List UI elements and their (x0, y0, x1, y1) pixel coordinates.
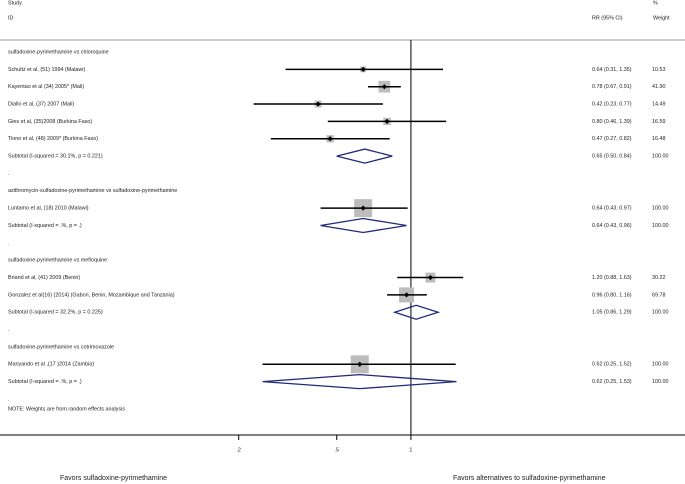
ci-label: 0.47 (0.27, 0.82) (592, 136, 632, 142)
ci-label: 1.20 (0.88, 1.63) (592, 275, 632, 281)
row-label: Manyando et al ,(17 )2014 (Zambia) (8, 362, 94, 368)
row-label: Luntamo et al, (18) 2010 (Malawi) (8, 206, 89, 212)
right-label: Favors alternatives to sulfadoxine-pyrim… (453, 475, 606, 482)
weight-label: 100.00 (652, 206, 669, 212)
ci-label: 0.65 (0.50, 0.84) (592, 154, 632, 160)
weight-label: 100.00 (652, 310, 669, 316)
subtotal-diamond (262, 373, 457, 390)
left-label: Favors sulfadoxine-pyrimethamine (60, 475, 167, 482)
ci-label: 0.96 (0.80, 1.16) (592, 292, 632, 298)
point-estimate (315, 101, 321, 107)
point-estimate (360, 66, 366, 72)
group-header: sulfadoxine-pyrimethamine vs mefloquine (8, 258, 107, 264)
weight-label: 100.00 (652, 154, 669, 160)
ci-label: 0.64 (0.43, 0.96) (592, 223, 632, 229)
group-header: sulfadoxine-pyrimethamine vs chloroquine (8, 49, 109, 55)
spacer-dot: . (8, 240, 10, 246)
weight-label: 69.78 (652, 292, 666, 298)
point-estimate (381, 84, 387, 90)
row-label: Subtotal (I-squared = .%, p = .) (8, 223, 82, 229)
group-header: azithromycin-sulfadoxine-pyrimethamine v… (8, 188, 177, 194)
point-estimate (357, 361, 363, 367)
weight-label: 14.49 (652, 101, 666, 107)
header-ci: RR (95% CI) (592, 15, 623, 21)
row-label: Subtotal (I-squared = 32.2%, p = 0.225) (8, 310, 103, 316)
ci-label: 1.05 (0.86, 1.29) (592, 310, 632, 316)
row-label: Briand et al, (41) 2009 (Benin) (8, 275, 80, 281)
weight-label: 30.22 (652, 275, 666, 281)
weight-label: 41.90 (652, 84, 666, 90)
ci-label: 0.62 (0.25, 1.52) (592, 362, 632, 368)
row-label: Kayentao et al (34) 2005* (Mali) (8, 84, 84, 90)
weight-label: 100.00 (652, 362, 669, 368)
header-pct: % (653, 0, 658, 6)
point-estimate (384, 118, 390, 124)
row-label: Subtotal (I-squared = 30.1%, p = 0.221) (8, 154, 103, 160)
weight-label: 10.53 (652, 67, 666, 73)
x-tick-label: .5 (334, 447, 339, 453)
ci-label: 0.64 (0.31, 1.35) (592, 67, 632, 73)
header-study: Study (8, 0, 22, 6)
spacer-dot: . (8, 396, 10, 402)
subtotal-diamond (320, 217, 407, 234)
subtotal-diamond (392, 304, 441, 320)
weight-label: 16.59 (652, 119, 666, 125)
row-label: Gonzalez et al(16) (2014) (Gabon, Benin,… (8, 292, 175, 298)
row-label: Schultz et al, (51) 1994 (Malawi) (8, 67, 86, 73)
subtotal-diamond (336, 148, 393, 164)
header-weight: Weight (653, 15, 670, 21)
point-estimate (403, 292, 410, 298)
weight-label: 16.48 (652, 136, 666, 142)
row-label: Diallo et al, (37) 2007 (Mali) (8, 101, 74, 107)
group-header: sulfadoxine-pyrimethamine vs cotrimoxazo… (8, 344, 114, 350)
row-label: Subtotal (I-squared = .%, p = .) (8, 379, 82, 385)
point-estimate (360, 205, 366, 211)
header-id: ID (8, 15, 13, 21)
ci-label: 0.80 (0.46, 1.39) (592, 119, 632, 125)
note: NOTE: Weights are from random effects an… (8, 406, 125, 412)
weight-label: 100.00 (652, 223, 669, 229)
weight-label: 100.00 (652, 379, 669, 385)
ci-label: 0.64 (0.43, 0.97) (592, 206, 632, 212)
point-estimate (427, 274, 434, 281)
ci-label: 0.78 (0.67, 0.91) (592, 84, 632, 90)
row-label: Gies et al, (35)2008 (Burkina Faso) (8, 119, 92, 125)
ci-label: 0.42 (0.23, 0.77) (592, 101, 632, 107)
spacer-dot: . (8, 327, 10, 333)
x-tick-label: 1 (409, 447, 412, 453)
ci-label: 0.62 (0.25, 1.53) (592, 379, 632, 385)
point-estimate (327, 136, 333, 142)
spacer-dot: . (8, 171, 10, 177)
x-tick-label: .2 (236, 447, 241, 453)
row-label: Tiono et al, (48) 2009* (Burkina Faso) (8, 136, 98, 142)
